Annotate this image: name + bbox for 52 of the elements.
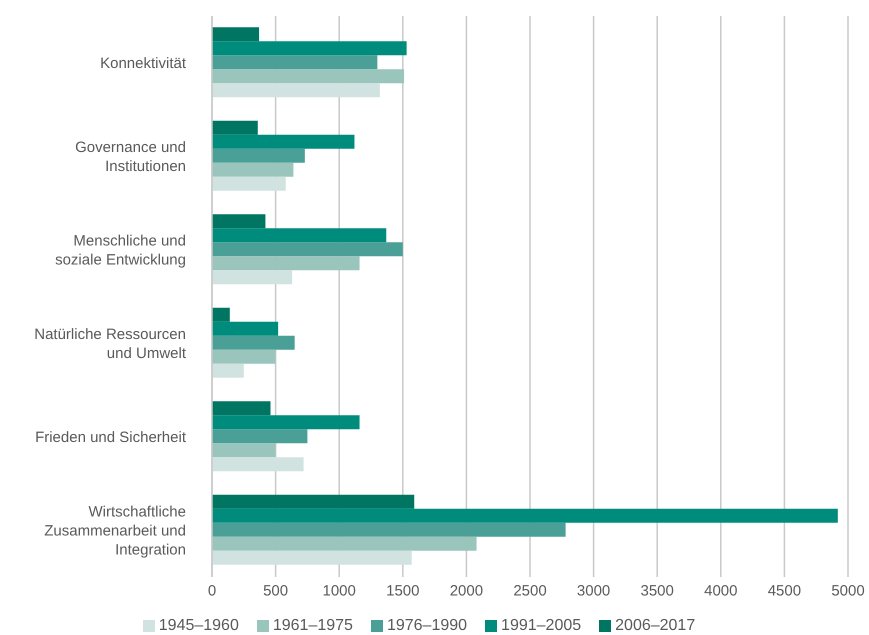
bar bbox=[212, 41, 407, 56]
bar bbox=[212, 429, 308, 444]
x-tick-label: 3000 bbox=[576, 582, 610, 600]
x-tick-label: 4500 bbox=[768, 582, 802, 600]
bar bbox=[212, 336, 295, 350]
y-tick-label: Wirtschaftliche Zusammenarbeit und Integration bbox=[44, 502, 186, 558]
bar bbox=[212, 457, 304, 472]
x-tick-label: 1500 bbox=[386, 582, 420, 600]
x-tick-label: 2000 bbox=[450, 582, 484, 600]
bar bbox=[212, 27, 260, 42]
bar bbox=[212, 256, 360, 270]
bar bbox=[212, 536, 477, 551]
bar bbox=[212, 69, 404, 84]
bar bbox=[212, 364, 244, 378]
y-tick-label: Menschliche und soziale Entwicklung bbox=[55, 232, 186, 268]
x-tick-label: 1000 bbox=[322, 582, 356, 600]
bar bbox=[212, 508, 838, 523]
y-tick-label: Governance und Institutionen bbox=[75, 138, 186, 174]
bar bbox=[212, 134, 354, 149]
bar bbox=[212, 228, 386, 242]
bar bbox=[212, 522, 566, 537]
bar bbox=[212, 322, 278, 336]
legend-label: 1991–2005 bbox=[501, 617, 582, 634]
bar bbox=[212, 350, 276, 364]
x-tick-label: 5000 bbox=[831, 582, 865, 600]
legend-label: 1945–1960 bbox=[158, 617, 239, 634]
x-tick-label: 0 bbox=[208, 582, 216, 600]
bar bbox=[212, 162, 294, 177]
legend-label: 1961–1975 bbox=[272, 617, 353, 634]
bar bbox=[212, 550, 412, 565]
bar bbox=[212, 83, 380, 98]
bar bbox=[212, 270, 292, 284]
bar bbox=[212, 443, 276, 458]
y-tick-label: Frieden und Sicherheit bbox=[35, 428, 187, 446]
bar bbox=[212, 148, 305, 163]
x-tick-label: 3500 bbox=[640, 582, 674, 600]
bar bbox=[212, 401, 271, 416]
x-tick-label: 4000 bbox=[704, 582, 738, 600]
legend-label: 1976–1990 bbox=[386, 617, 468, 634]
bar bbox=[212, 176, 286, 191]
y-tick-label: Natürliche Ressourcen und Umwelt bbox=[34, 325, 187, 362]
bar bbox=[212, 242, 403, 256]
bar bbox=[212, 415, 360, 430]
x-tick-label: 2500 bbox=[513, 582, 547, 600]
x-tick-label: 500 bbox=[263, 582, 288, 600]
bar bbox=[212, 120, 258, 135]
y-tick-label: Konnektivität bbox=[100, 54, 187, 72]
bar bbox=[212, 55, 378, 70]
bar bbox=[212, 308, 230, 322]
legend-label: 2006–2017 bbox=[615, 617, 696, 634]
bar bbox=[212, 214, 266, 228]
bar bbox=[212, 494, 414, 509]
